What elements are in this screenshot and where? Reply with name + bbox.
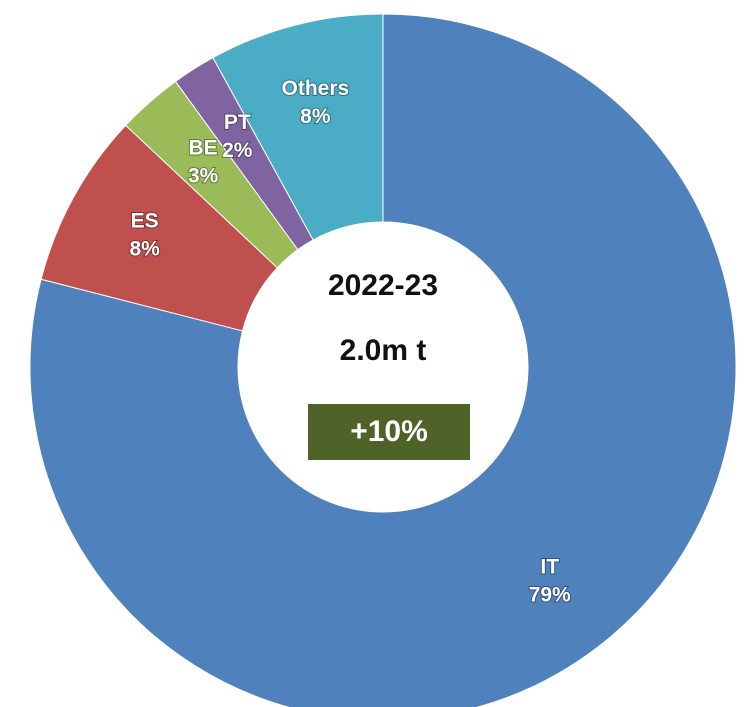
slice <box>212 13 384 241</box>
slice-value: 8% <box>129 238 160 261</box>
slice-value: 79% <box>529 583 571 606</box>
slice <box>29 13 737 707</box>
slice-category: IT <box>540 555 559 578</box>
center-subtitle: 2.0m t <box>340 334 427 367</box>
slice-value: 8% <box>300 105 331 128</box>
slice-category: PT <box>224 111 251 134</box>
change-box <box>308 404 470 460</box>
slice-category: BE <box>189 137 218 160</box>
slice-category: ES <box>131 210 159 233</box>
slice-value: 2% <box>222 139 253 162</box>
slice-category: Others <box>282 77 350 100</box>
change-label: +10% <box>350 415 428 448</box>
center-title: 2022-23 <box>328 269 438 302</box>
slice-value: 3% <box>188 165 219 188</box>
